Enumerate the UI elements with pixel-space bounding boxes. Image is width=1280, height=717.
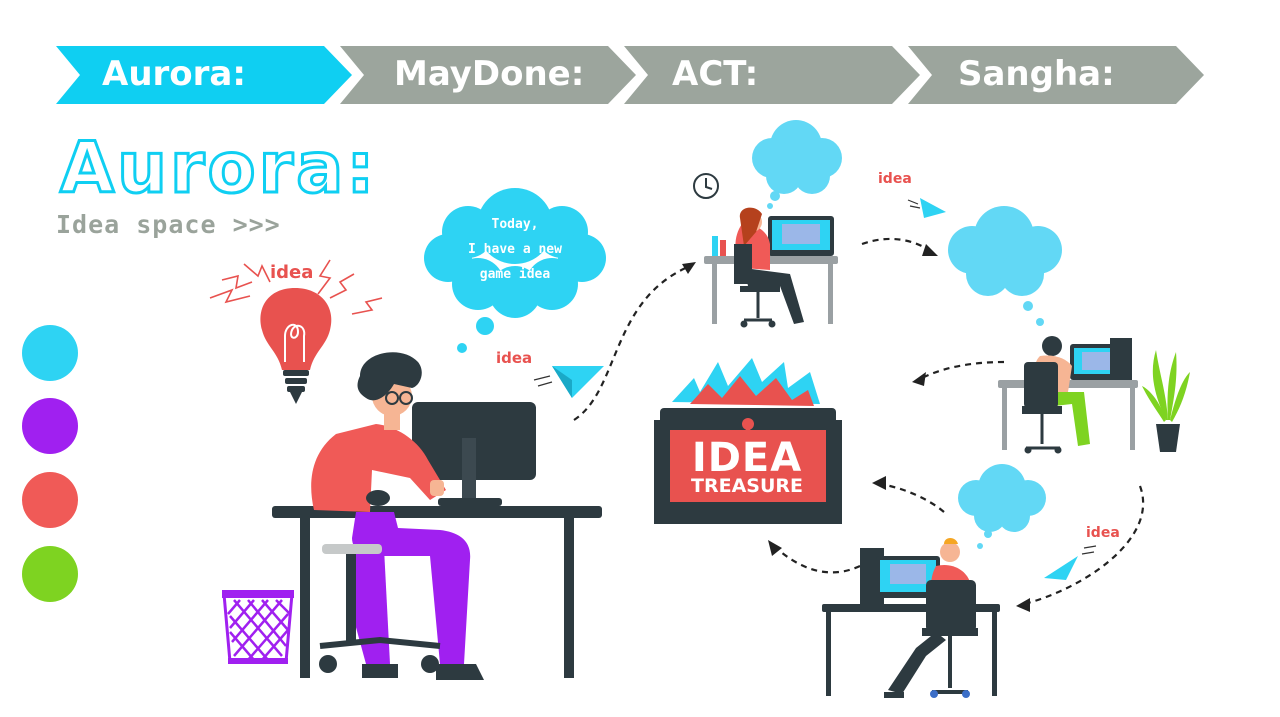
legend-dot-green	[22, 546, 78, 602]
nav-step-act[interactable]: ACT:	[624, 46, 920, 104]
page-subtitle: Idea space >>>	[56, 210, 281, 239]
person-at-desk	[998, 336, 1138, 454]
step-navigation: Aurora: MayDone: ACT: Sangha:	[0, 0, 1280, 120]
lightbulb-icon	[209, 259, 383, 404]
speech-line: Today,	[491, 217, 539, 232]
nav-step-maydone[interactable]: MayDone:	[340, 46, 636, 104]
paper-plane-icon	[1044, 545, 1097, 580]
thought-cloud	[752, 120, 842, 209]
nav-step-label: ACT:	[672, 54, 759, 94]
idea-label: idea	[878, 171, 912, 187]
chest-title: IDEA	[691, 435, 803, 481]
thought-cloud	[948, 206, 1062, 326]
nav-step-label: Sangha:	[958, 54, 1115, 94]
legend-dot-purple	[22, 398, 78, 454]
paper-plane-icon	[907, 198, 946, 218]
nav-step-sangha[interactable]: Sangha:	[908, 46, 1204, 104]
page-title: Aurora:	[59, 128, 377, 206]
speech-line: I have a new	[468, 242, 562, 257]
person-at-desk	[272, 352, 602, 680]
idea-label: idea	[1086, 525, 1120, 541]
chest-subtitle: TREASURE	[691, 475, 803, 497]
legend-dot-red	[22, 472, 78, 528]
waste-basket-icon	[222, 590, 294, 664]
paper-plane-icon	[533, 366, 604, 398]
svg-text:Aurora:: Aurora:	[60, 128, 377, 206]
plant-icon	[1142, 350, 1190, 452]
person-at-desk	[704, 207, 838, 328]
speech-bubble-text: Today, I have a new game idea	[445, 212, 585, 287]
nav-step-label: MayDone:	[394, 54, 585, 94]
person-at-desk	[822, 538, 1000, 698]
thought-cloud	[958, 464, 1046, 549]
nav-step-aurora[interactable]: Aurora:	[56, 46, 352, 104]
clock-icon	[693, 173, 719, 199]
nav-step-label: Aurora:	[102, 54, 246, 94]
legend-dot-cyan	[22, 325, 78, 381]
idea-label: idea	[496, 349, 533, 367]
speech-line: game idea	[479, 267, 551, 282]
arrowheads	[682, 244, 1030, 612]
treasure-chest-icon	[654, 358, 842, 524]
thought-cloud	[424, 188, 606, 353]
idea-label: idea	[270, 262, 314, 283]
